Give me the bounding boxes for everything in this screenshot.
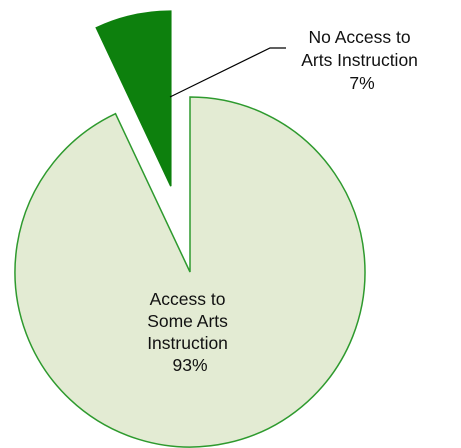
slice-value-no-access: 7% — [349, 73, 374, 93]
slice-label-access: Access to Some Arts Instruction 93% — [147, 289, 233, 375]
slice-label-no-access: No Access to Arts Instruction 7% — [301, 27, 423, 93]
slice-value-access: 93% — [172, 355, 207, 375]
pie-slice-access — [14, 96, 366, 448]
pie-slice-no-access — [95, 10, 172, 187]
leader-line — [169, 47, 286, 98]
